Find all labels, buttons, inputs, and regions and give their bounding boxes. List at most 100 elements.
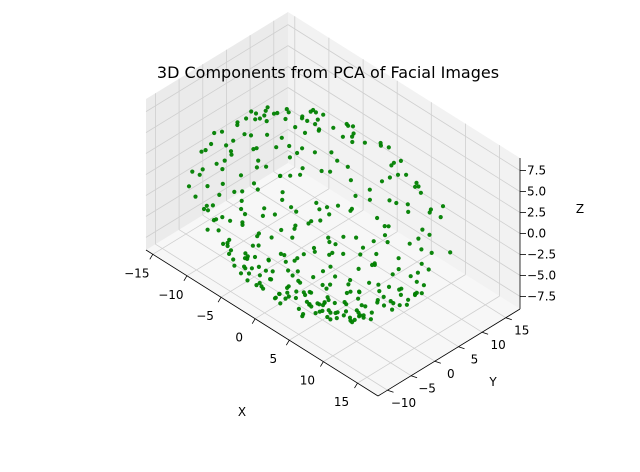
data-point	[227, 237, 232, 242]
grid-line-z-back	[287, 24, 521, 171]
data-point	[262, 113, 267, 118]
data-point	[309, 290, 314, 295]
data-point	[270, 269, 275, 274]
data-point	[344, 290, 349, 296]
data-point	[203, 148, 208, 153]
data-point	[404, 302, 409, 307]
data-point	[311, 275, 316, 280]
data-point	[370, 262, 375, 268]
data-point	[293, 223, 298, 228]
data-point	[257, 273, 262, 278]
data-point	[419, 261, 424, 266]
data-point	[220, 167, 225, 172]
data-point	[343, 309, 349, 314]
data-point	[279, 227, 284, 233]
data-point	[231, 138, 236, 143]
data-point	[232, 189, 237, 194]
data-point	[350, 139, 355, 145]
y-tick-label: 5	[471, 353, 479, 367]
data-point	[257, 116, 262, 121]
data-point	[334, 316, 339, 321]
z-tick-label: −5.0	[527, 268, 556, 282]
data-point	[200, 167, 205, 172]
data-point	[296, 306, 301, 311]
y-tick-mark	[505, 317, 512, 321]
data-point	[413, 184, 418, 189]
grid-line-z-back	[287, 129, 521, 276]
data-point	[369, 310, 374, 315]
data-point	[263, 108, 268, 113]
data-point	[333, 274, 338, 279]
data-point	[335, 203, 341, 208]
data-point	[239, 198, 244, 203]
z-tick-label: 7.5	[527, 164, 546, 178]
data-point	[221, 241, 226, 246]
data-point	[252, 254, 258, 260]
data-point	[367, 197, 372, 202]
data-point	[356, 310, 361, 315]
x-tick-label: −10	[158, 288, 183, 302]
data-point	[249, 109, 254, 114]
data-point	[254, 165, 259, 170]
y-tick-label: 15	[514, 324, 529, 338]
data-point	[408, 274, 413, 279]
x-tick-label: −5	[196, 309, 214, 323]
data-point	[416, 184, 421, 189]
data-point	[290, 273, 295, 278]
data-point	[331, 125, 336, 130]
data-point	[285, 285, 290, 290]
data-point	[414, 279, 419, 284]
data-point	[428, 207, 433, 212]
x-tick-label: −15	[124, 266, 149, 280]
x-tick-mark	[251, 318, 256, 324]
data-point	[295, 269, 300, 274]
data-point	[254, 146, 259, 151]
grid-line-z-back	[287, 150, 521, 297]
data-point	[294, 209, 299, 214]
data-point	[239, 206, 244, 212]
data-point	[371, 239, 376, 244]
data-point	[266, 257, 271, 262]
data-point	[242, 132, 247, 137]
data-point	[351, 131, 356, 136]
data-point	[238, 173, 244, 178]
data-point	[311, 245, 317, 251]
data-point	[284, 107, 289, 112]
data-point	[240, 189, 245, 194]
data-point	[300, 114, 305, 119]
data-point	[315, 117, 320, 122]
data-point	[352, 317, 357, 322]
data-point	[381, 303, 387, 308]
grid-line-z-side	[145, 108, 289, 196]
data-point	[251, 147, 256, 152]
data-point	[288, 173, 293, 178]
floor-pane	[146, 163, 520, 396]
data-point	[396, 267, 401, 272]
data-point	[357, 289, 362, 294]
data-point	[347, 315, 353, 320]
data-point	[440, 204, 446, 209]
data-point	[253, 111, 259, 116]
data-point	[327, 252, 332, 257]
data-point	[429, 250, 434, 255]
data-point	[269, 277, 274, 282]
data-point	[286, 268, 291, 273]
data-point	[448, 250, 453, 255]
data-point	[378, 143, 383, 148]
data-point	[340, 134, 345, 139]
x-tick-mark	[217, 296, 222, 303]
data-point	[290, 235, 295, 240]
data-point	[229, 152, 234, 157]
data-point	[204, 203, 209, 208]
data-point	[406, 209, 411, 214]
data-point	[228, 248, 234, 253]
data-point	[396, 256, 401, 261]
data-point	[220, 181, 225, 186]
data-point	[272, 212, 277, 217]
y-tick-mark	[434, 360, 441, 364]
z-tick-label: −2.5	[527, 248, 556, 262]
z-tick-label: 5.0	[527, 185, 546, 199]
data-point	[300, 146, 305, 151]
grid-line-y-floor	[249, 185, 483, 333]
